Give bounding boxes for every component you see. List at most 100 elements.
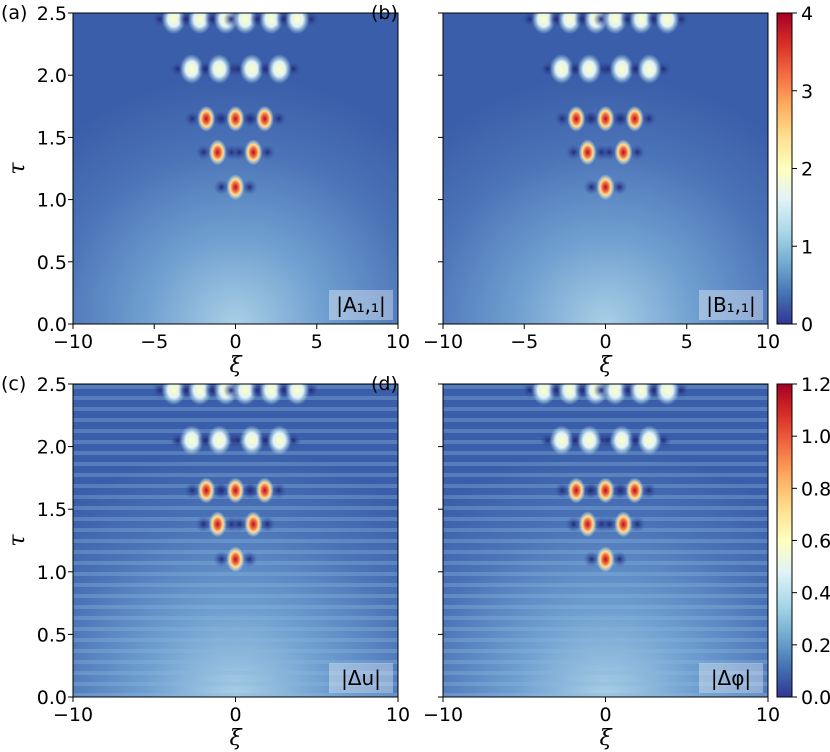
y-tick-label: 0.0 [37,687,67,709]
peak-mark [637,53,662,84]
trough [583,551,600,568]
x-tick-label: 0 [229,331,241,353]
field-label: |A₁,₁| [336,293,386,317]
peak-mark [208,139,227,166]
trough [640,110,657,127]
trough [611,179,628,196]
y-tick-label: 1.0 [37,190,67,212]
panel-c: −10 0 10 ξ 0.0 0.5 1.0 1.5 2.0 2.5 τ (c) |Δu| [1,373,410,751]
peak-mark [197,105,216,132]
panel-a: −10 −5 0 5 10 ξ 0.0 0.5 1.0 1.5 2.0 2.5 τ (a) |A₁,₁| [1,2,410,378]
trough [629,144,646,161]
x-tick-label: 10 [386,704,410,726]
trough [583,482,600,499]
heatmap-field [73,384,398,697]
trough [259,144,276,161]
panel-label: (c) [1,373,26,395]
peak-mark [267,425,292,456]
trough [231,516,248,533]
x-tick-label: 0 [599,704,611,726]
peak-mark [609,425,634,456]
y-tick-label: 1.5 [37,499,67,521]
heatmap-background [73,13,398,324]
peak-mark [255,477,274,504]
ripple-pattern [443,384,768,697]
peak-mark [208,511,227,538]
panel-b: −10 −5 0 5 10 ξ (b) |B₁,₁| 0 1 2 3 4 [371,2,813,378]
peak-mark [267,53,292,84]
peak-mark [655,384,680,406]
x-axis-label: ξ [599,353,613,378]
x-tick-label: −10 [423,704,463,726]
heatmap-background [443,13,768,324]
trough [213,110,230,127]
peak-mark [625,105,644,132]
field-label: |Δu| [341,666,381,690]
trough [241,179,258,196]
colorbar-tick-label: 0.4 [801,583,830,605]
colorbar-tick-label: 3 [801,81,813,103]
x-axis-label: ξ [229,726,243,751]
trough [601,144,618,161]
peak-mark [596,477,615,504]
ripple-pattern [73,384,398,697]
field-label-box [329,663,393,693]
x-tick-label: −5 [140,331,168,353]
x-tick-label: 10 [756,331,780,353]
y-tick-label: 2.5 [37,374,67,396]
peak-mark [239,53,264,84]
peak-mark [596,105,615,132]
y-tick-label: 0.5 [37,624,67,646]
peak-mark [577,53,602,84]
trough [231,144,248,161]
trough [213,551,230,568]
field-label-box [699,663,763,693]
y-tick-label: 2.5 [37,3,67,25]
panel-label: (b) [371,2,398,24]
peak-mark [625,477,644,504]
peak-mark [226,174,245,201]
trough [213,482,230,499]
x-tick-label: 5 [681,331,693,353]
peak-mark [637,425,662,456]
peak-mark [197,477,216,504]
peak-mark [578,511,597,538]
x-tick-label: 0 [229,704,241,726]
y-tick-label: 1.5 [37,127,67,149]
colorbar-tick-label: 0.6 [801,531,830,553]
x-axis-label: ξ [599,726,613,751]
trough [259,516,276,533]
field-label: |Δφ| [711,666,751,690]
colorbar-tick-label: 1 [801,236,813,258]
peak-mark [207,425,232,456]
peak-mark [179,53,204,84]
trough [583,179,600,196]
colorbar-tick-label: 0.2 [801,635,830,657]
colorbar-tick-label: 0.8 [801,478,830,500]
field-label-box [699,290,763,320]
colorbar-tick-label: 0 [801,314,813,336]
colorbar [776,12,793,325]
x-tick-label: −10 [423,331,463,353]
x-axis-label: ξ [229,353,243,378]
peak-mark [244,139,263,166]
panel-label: (a) [1,2,27,24]
peak-mark [549,425,574,456]
peak-mark [614,139,633,166]
x-tick-label: −5 [510,331,538,353]
peak-mark [614,511,633,538]
trough [554,110,571,127]
colorbar-tick-label: 4 [801,3,813,25]
x-tick-label: 5 [311,331,323,353]
x-tick-label: 10 [756,704,780,726]
peak-mark [596,174,615,201]
peak-mark [285,384,310,406]
heatmap-field [443,384,768,697]
trough [184,110,201,127]
trough [601,516,618,533]
peak-mark [255,105,274,132]
panel-d: −10 0 10 ξ (d) |Δφ| 0.0 0.2 0.4 0.6 0.8 1.0 1.2 [371,373,830,751]
colorbar-tick-label: 1.2 [801,374,830,396]
trough [213,179,230,196]
